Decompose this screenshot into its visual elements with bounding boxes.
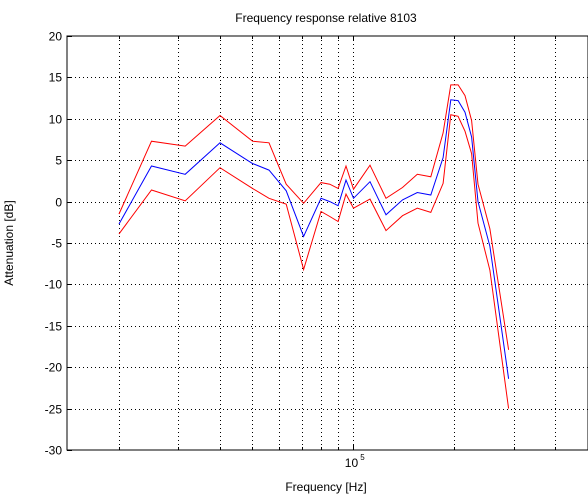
grid-lines bbox=[67, 36, 588, 450]
series-line-upper bbox=[118, 84, 510, 350]
series-line-mean bbox=[118, 99, 510, 379]
x-tick-label: 10 bbox=[345, 456, 359, 470]
y-tick-label: 15 bbox=[49, 71, 63, 85]
y-tick-label: 0 bbox=[55, 196, 62, 210]
y-tick-label: -15 bbox=[45, 320, 63, 334]
x-axis-label: Frequency [Hz] bbox=[285, 480, 366, 494]
series-lines bbox=[118, 84, 510, 409]
y-tick-label: -30 bbox=[45, 444, 63, 458]
x-tick-label-exponent: 5 bbox=[360, 453, 365, 462]
y-tick-label: -25 bbox=[45, 403, 63, 417]
series-line-lower bbox=[118, 114, 510, 409]
y-tick-label: -10 bbox=[45, 278, 63, 292]
y-tick-label: -20 bbox=[45, 361, 63, 375]
y-tick-label: 10 bbox=[49, 113, 63, 127]
y-tick-label: 20 bbox=[49, 30, 63, 44]
chart-title: Frequency response relative 8103 bbox=[235, 11, 417, 25]
y-tick-label: 5 bbox=[55, 154, 62, 168]
y-tick-label: -5 bbox=[51, 237, 62, 251]
y-axis-label: Attenuation [dB] bbox=[2, 200, 16, 285]
